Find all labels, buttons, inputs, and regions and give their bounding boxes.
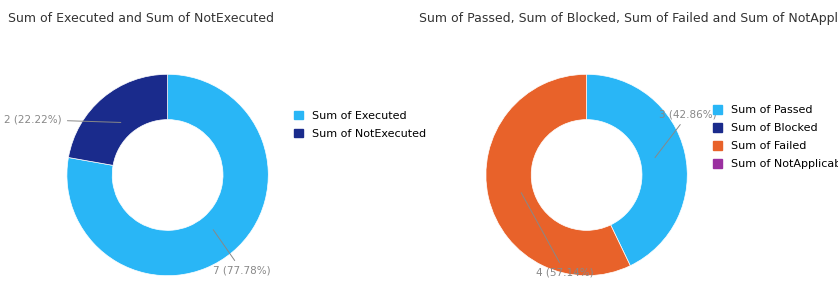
Text: 2 (22.22%): 2 (22.22%) (4, 115, 121, 125)
Text: Sum of Passed, Sum of Blocked, Sum of Failed and Sum of NotApplicable: Sum of Passed, Sum of Blocked, Sum of Fa… (419, 12, 838, 25)
Text: Sum of Executed and Sum of NotExecuted: Sum of Executed and Sum of NotExecuted (8, 12, 274, 25)
Text: 3 (42.86%): 3 (42.86%) (655, 110, 716, 157)
Wedge shape (587, 74, 687, 266)
Text: 4 (57.14%): 4 (57.14%) (521, 193, 594, 278)
Legend: Sum of Passed, Sum of Blocked, Sum of Failed, Sum of NotApplicable: Sum of Passed, Sum of Blocked, Sum of Fa… (713, 105, 838, 169)
Wedge shape (69, 74, 168, 165)
Wedge shape (67, 74, 268, 276)
Text: 7 (77.78%): 7 (77.78%) (213, 230, 271, 276)
Wedge shape (486, 74, 630, 276)
Legend: Sum of Executed, Sum of NotExecuted: Sum of Executed, Sum of NotExecuted (294, 111, 426, 139)
